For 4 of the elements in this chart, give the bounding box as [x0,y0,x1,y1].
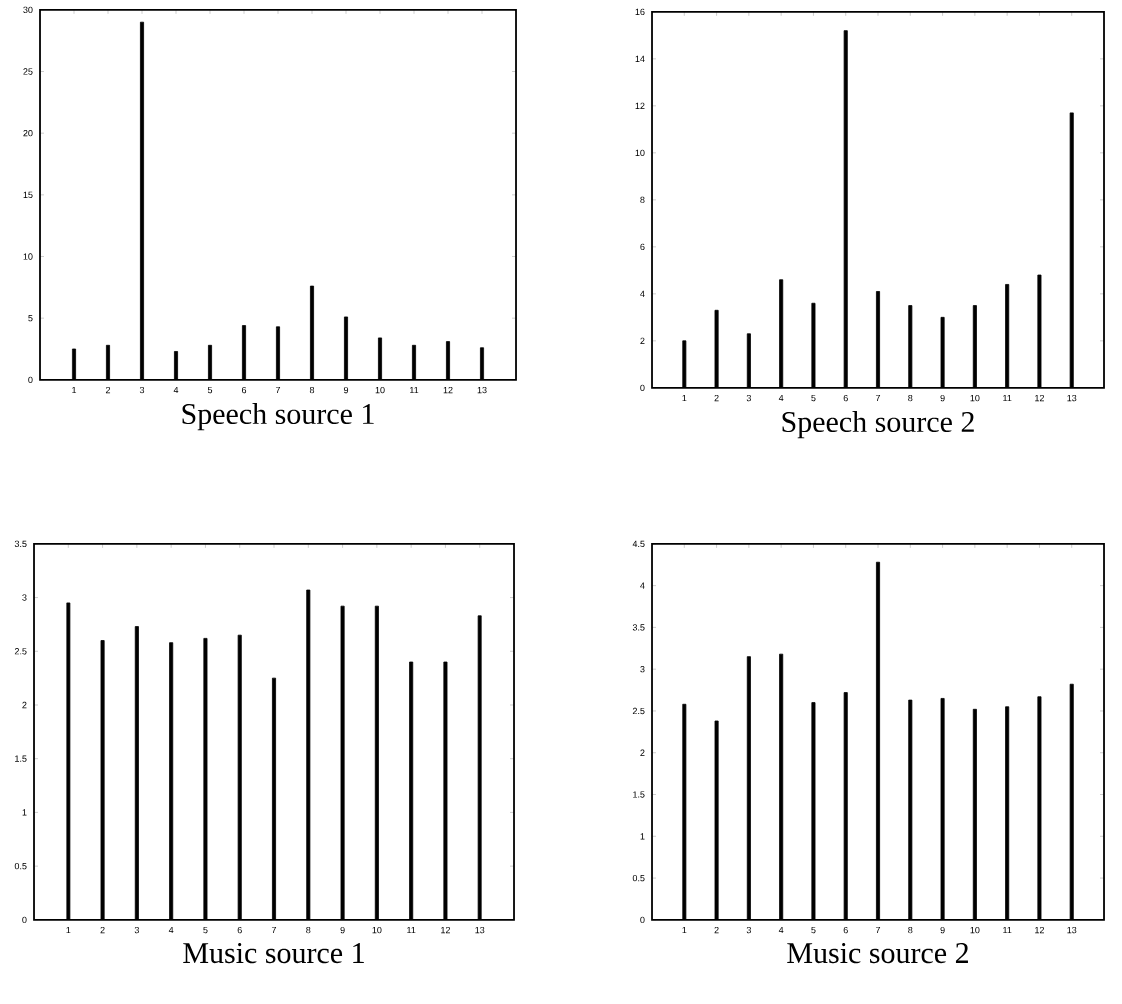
x-axis-title: Music source 2 [787,943,968,964]
x-axis-title: Music source 1 [183,943,364,964]
x-axis-title: Speech source 1 [182,403,374,431]
x-axis-title: Speech source 2 [782,411,974,439]
